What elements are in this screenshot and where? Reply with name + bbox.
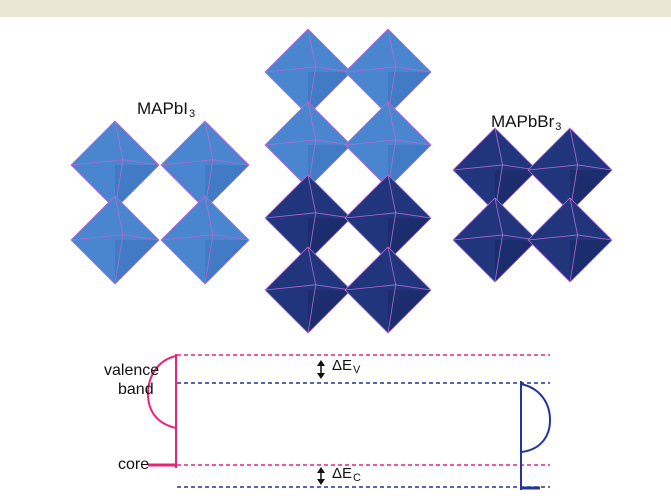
mapbi3-octahedron-3-shade xyxy=(115,240,159,284)
mapbi3-valence-peak xyxy=(146,355,177,429)
center-light-octahedron-4 xyxy=(344,101,432,189)
header-bar xyxy=(0,0,671,17)
mapbbr3-octahedron-3-shade xyxy=(495,240,537,282)
delta-ev-arrow-head-down xyxy=(317,373,325,379)
delta-ev-arrow-head-up xyxy=(317,360,325,366)
mapbi3-octahedron-1 xyxy=(70,120,160,210)
mapbi3-octahedron-1-edge-v xyxy=(114,120,124,210)
center-light-octahedron-3-edge-v xyxy=(307,101,317,189)
mapbbr3-octahedron-4-edge-v xyxy=(569,197,578,283)
center-dark-octahedron-2-edge-v xyxy=(387,174,397,262)
label-mapbi3: MAPbI3 xyxy=(137,99,196,120)
center-dark-octahedron-4-shade xyxy=(388,290,431,333)
mapbi3-octahedron-2-shade xyxy=(205,165,249,209)
center-dark-octahedron-3 xyxy=(264,246,352,334)
center-dark-octahedron-1-edge-v xyxy=(307,174,317,262)
mapbi3-octahedron-3 xyxy=(70,195,160,285)
center-light-octahedron-1-shade xyxy=(308,72,351,115)
center-dark-octahedron-3-edge-v xyxy=(307,246,317,334)
label-delta-ev: ΔEV xyxy=(332,357,361,376)
center-dark-octahedron-4 xyxy=(344,246,432,334)
mapbi3-octahedron-1-shade xyxy=(115,165,159,209)
mapbi3-octahedron-4-shade xyxy=(205,240,249,284)
mapbbr3-valence-peak xyxy=(520,383,552,453)
center-light-octahedron-3 xyxy=(264,101,352,189)
center-light-octahedron-2 xyxy=(344,28,432,116)
mapbbr3-octahedron-1 xyxy=(452,127,538,213)
label-band: band xyxy=(118,381,154,398)
mapbi3-octahedron-2 xyxy=(160,120,250,210)
center-light-octahedron-1 xyxy=(264,28,352,116)
center-light-octahedron-2-shade xyxy=(388,72,431,115)
mapbbr3-octahedron-1-shade xyxy=(495,170,537,212)
mapbbr3-octahedron-2 xyxy=(527,127,613,213)
center-light-octahedron-3-shade xyxy=(308,145,351,188)
mapbbr3-octahedron-2-shade xyxy=(570,170,612,212)
center-dark-octahedron-1-shade xyxy=(308,218,351,261)
center-dark-octahedron-2 xyxy=(344,174,432,262)
center-light-octahedron-4-shade xyxy=(388,145,431,188)
center-dark-octahedron-3-shade xyxy=(308,290,351,333)
center-dark-octahedron-1 xyxy=(264,174,352,262)
label-mapbbr3: MAPbBr3 xyxy=(491,112,562,133)
center-dark-octahedron-2-shade xyxy=(388,218,431,261)
delta-ec-arrow-head-up xyxy=(317,467,325,473)
mapbbr3-octahedron-3-edge-v xyxy=(494,197,503,283)
mapbbr3-octahedron-4-shade xyxy=(570,240,612,282)
mapbbr3-octahedron-2-edge-v xyxy=(569,127,578,213)
mapbi3-octahedron-4-edge-v xyxy=(204,195,214,285)
center-dark-octahedron-4-edge-v xyxy=(387,246,397,334)
energy-levels-layer xyxy=(146,354,552,490)
label-delta-ec: ΔEC xyxy=(332,465,361,484)
mapbi3-octahedron-4 xyxy=(160,195,250,285)
center-light-octahedron-2-edge-v xyxy=(387,28,397,116)
mapbbr3-octahedron-4 xyxy=(527,197,613,283)
mapbbr3-octahedron-3 xyxy=(452,197,538,283)
center-light-octahedron-1-edge-v xyxy=(307,28,317,116)
mapbi3-octahedron-2-edge-v xyxy=(204,120,214,210)
octahedra-layer xyxy=(70,28,613,334)
mapbi3-octahedron-3-edge-v xyxy=(114,195,124,285)
center-light-octahedron-4-edge-v xyxy=(387,101,397,189)
mapbbr3-octahedron-1-edge-v xyxy=(494,127,503,213)
label-core: core xyxy=(118,456,150,473)
label-valence: valence xyxy=(104,362,160,379)
delta-ec-arrow-head-down xyxy=(317,479,325,485)
